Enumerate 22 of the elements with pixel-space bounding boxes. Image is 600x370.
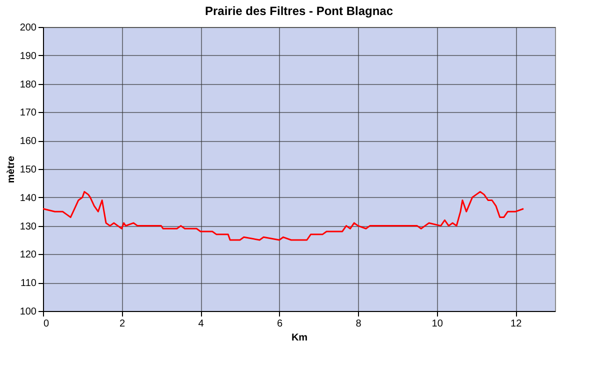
y-axis-title: mètre xyxy=(6,155,17,184)
y-tick-label: 150 xyxy=(20,164,37,176)
y-tick-label: 110 xyxy=(20,278,37,290)
line-series xyxy=(42,190,524,241)
x-tick-label: 10 xyxy=(432,318,444,330)
y-tick-label: 180 xyxy=(20,79,37,90)
x-tick-label: 6 xyxy=(277,318,284,330)
y-tick-label: 140 xyxy=(20,192,37,204)
y-tick-label: 200 xyxy=(20,22,37,34)
y-tick-label: 160 xyxy=(20,136,37,148)
x-axis-title: Km xyxy=(291,332,308,344)
x-tick-label: 12 xyxy=(510,318,522,330)
x-tick-label: 8 xyxy=(356,318,362,330)
y-tick-label: 130 xyxy=(20,221,37,232)
x-tick-label: 0 xyxy=(44,318,50,330)
y-tick-label: 100 xyxy=(20,306,37,318)
y-tick-label: 190 xyxy=(20,50,37,62)
x-tick-label: 4 xyxy=(198,318,204,330)
y-tick-label: 170 xyxy=(20,108,37,119)
x-tick-label: 2 xyxy=(119,318,126,330)
chart-title: Prairie des Filtres - Pont Blagnac xyxy=(204,4,394,18)
y-tick-label: 120 xyxy=(20,250,37,261)
